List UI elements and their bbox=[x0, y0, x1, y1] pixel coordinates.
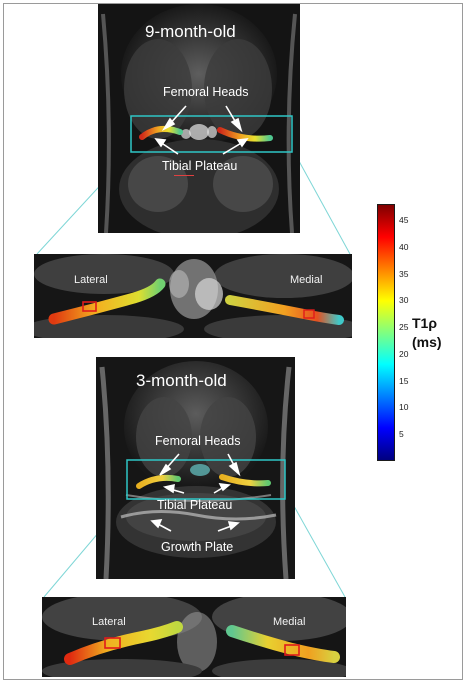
medial-label-3-month: Medial bbox=[273, 616, 306, 628]
zoom-strip-9-month: Lateral Medial bbox=[34, 254, 352, 338]
zoom-strip-3-month: Lateral Medial bbox=[42, 597, 346, 677]
femoral-heads-label-3-month: Femoral Heads bbox=[155, 434, 241, 448]
mri-3-month: 3-month-old Femoral Heads Tibial Plateau… bbox=[96, 357, 295, 579]
roi-medial-9-month bbox=[303, 309, 315, 319]
panel-title-9-month: 9-month-old bbox=[145, 22, 236, 41]
mri-9-month: 9-month-old Femoral Heads Tibial Plateau bbox=[98, 4, 300, 233]
lateral-label-3-month: Lateral bbox=[92, 616, 126, 628]
mri-9-month-image bbox=[98, 4, 300, 233]
lateral-label-9-month: Lateral bbox=[74, 274, 108, 286]
zoom-strip-3-month-image bbox=[42, 597, 346, 677]
tibial-plateau-label-3-month: Tibial Plateau bbox=[157, 498, 233, 512]
zoom-strip-9-month-image bbox=[34, 254, 352, 338]
roi-lateral-9-month bbox=[82, 301, 97, 312]
panel-title-3-month: 3-month-old bbox=[136, 371, 227, 390]
roi-box-9-month bbox=[130, 115, 293, 153]
medial-label-9-month: Medial bbox=[290, 274, 323, 286]
tibial-plateau-label-9-month: Tibial Plateau bbox=[162, 159, 238, 173]
roi-lateral-3-month bbox=[104, 637, 121, 649]
femoral-heads-label-9-month: Femoral Heads bbox=[163, 85, 249, 99]
roi-box-3-month bbox=[126, 459, 286, 500]
red-underline bbox=[174, 175, 194, 176]
growth-plate-label: Growth Plate bbox=[161, 540, 234, 554]
roi-medial-3-month bbox=[284, 644, 300, 656]
mri-3-month-image bbox=[96, 357, 295, 579]
